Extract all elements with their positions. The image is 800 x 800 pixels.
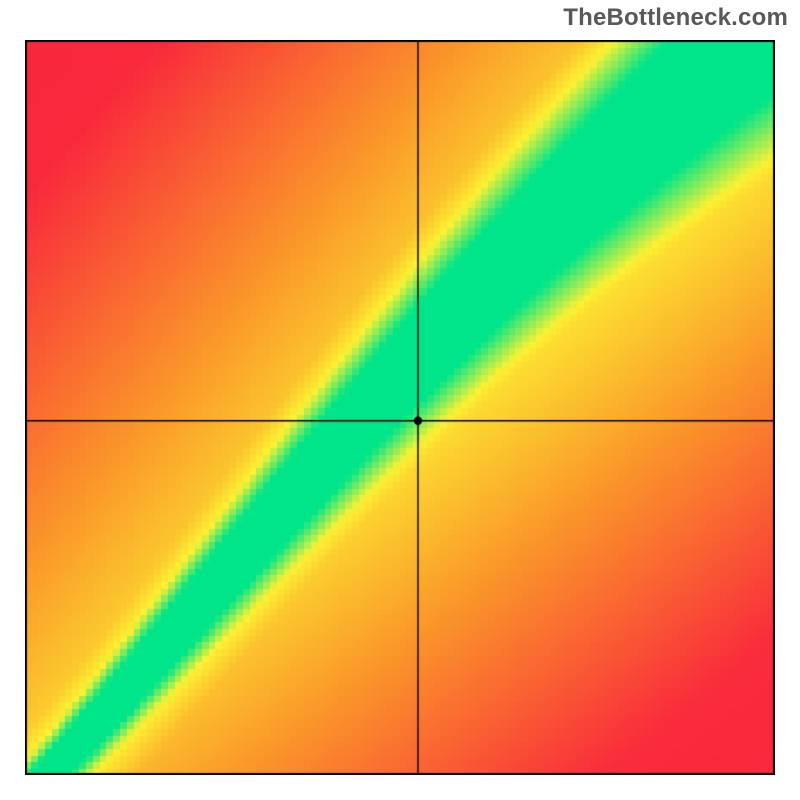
chart-frame: TheBottleneck.com (0, 0, 800, 800)
plot-area (25, 40, 775, 775)
heatmap-canvas (25, 40, 775, 775)
watermark-text: TheBottleneck.com (563, 4, 788, 32)
